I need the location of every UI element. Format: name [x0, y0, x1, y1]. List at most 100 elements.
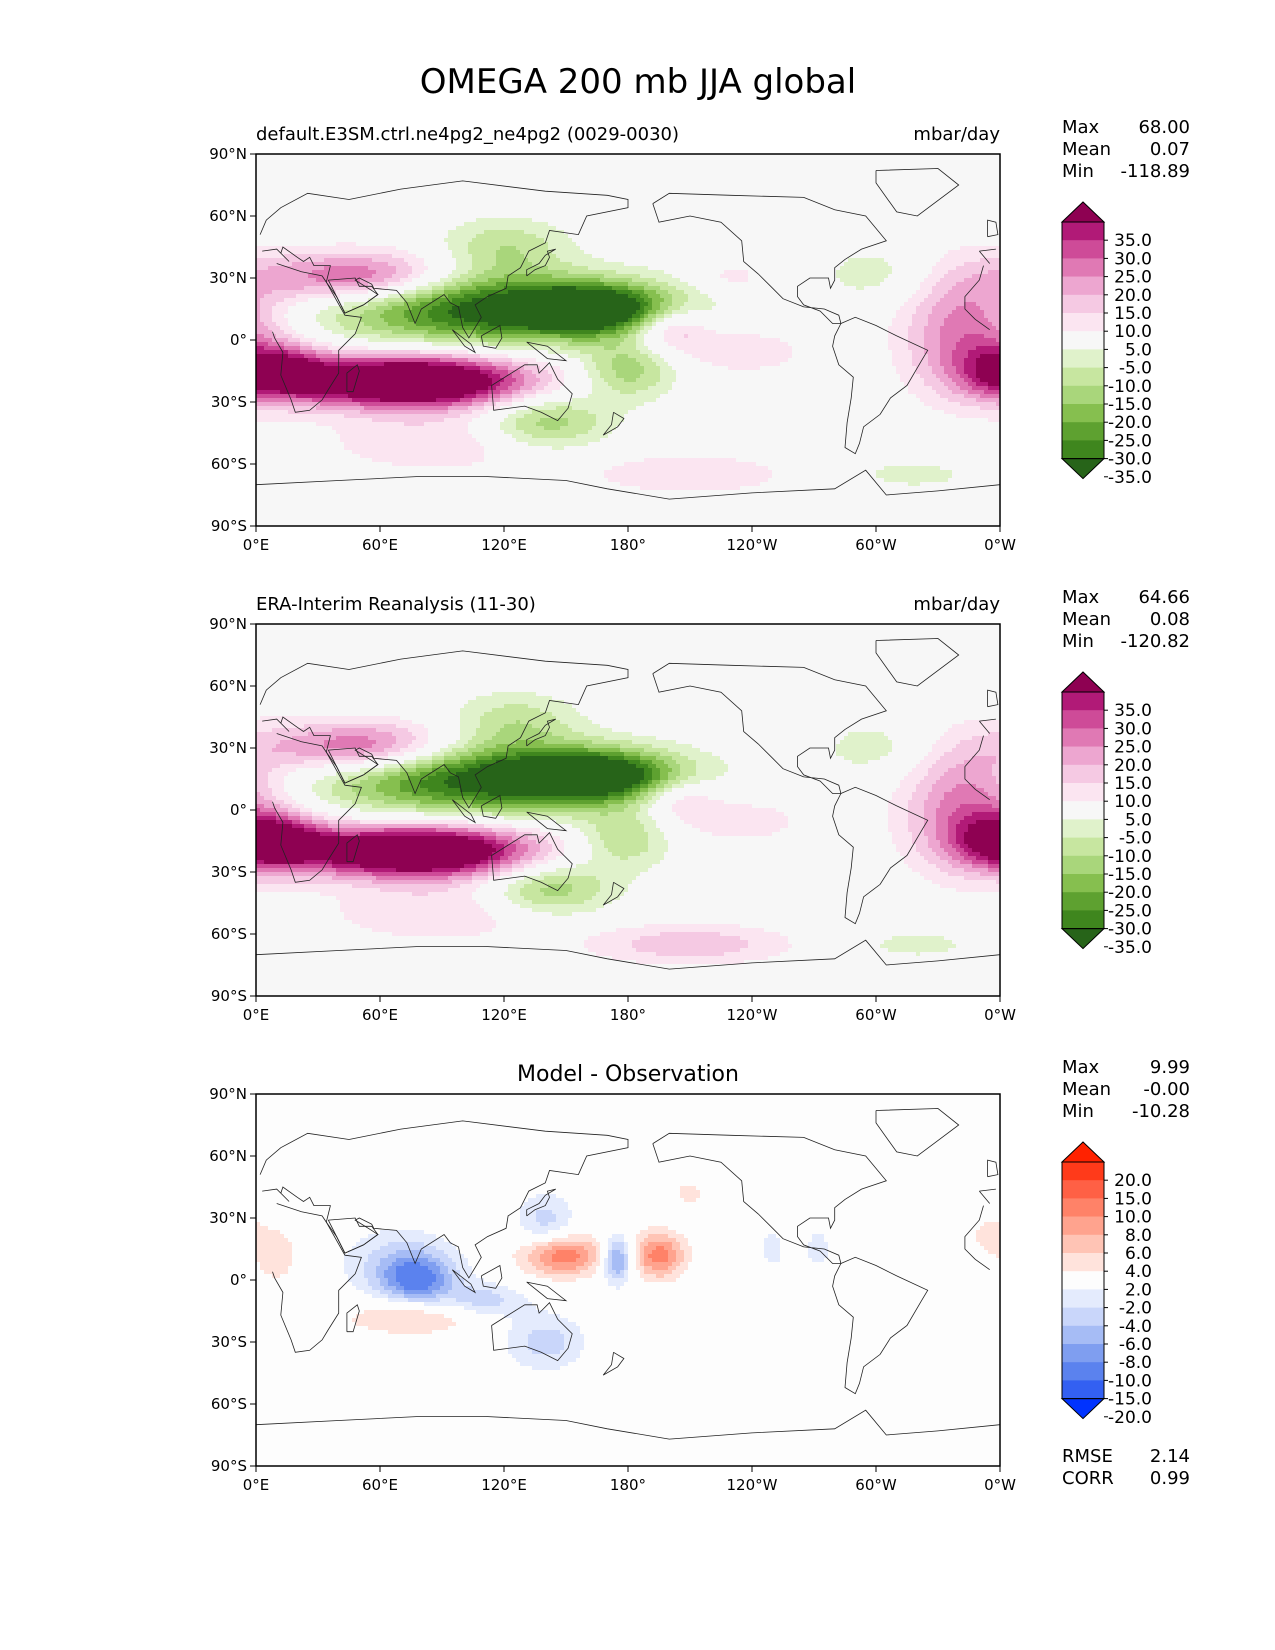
- contour-cell: [920, 302, 937, 307]
- contour-cell: [312, 270, 377, 275]
- contour-cell: [676, 760, 697, 765]
- contour-cell: [560, 258, 605, 263]
- contour-cell: [928, 362, 941, 367]
- contour-cell: [524, 398, 573, 403]
- contour-cell: [948, 816, 965, 821]
- contour-cell: [612, 1274, 625, 1279]
- contour-cell: [396, 724, 425, 729]
- contour-cell: [436, 1246, 457, 1251]
- contour-cell: [256, 1134, 1000, 1139]
- contour-cell: [420, 780, 445, 785]
- contour-cell: [956, 824, 969, 829]
- contour-cell: [424, 258, 457, 263]
- contour-cell: [512, 836, 529, 841]
- contour-cell: [256, 374, 489, 379]
- contour-cell: [536, 852, 549, 857]
- contour-cell: [356, 1322, 457, 1327]
- contour-cell: [256, 764, 281, 769]
- contour-cell: [520, 892, 545, 897]
- contour-cell: [256, 350, 289, 355]
- contour-cell: [840, 266, 893, 271]
- contour-cell: [884, 258, 941, 263]
- contour-cell: [896, 844, 917, 849]
- contour-cell: [976, 856, 989, 861]
- contour-cell: [256, 206, 1000, 211]
- contour-cell: [608, 382, 657, 387]
- contour-cell: [608, 1238, 625, 1243]
- contour-cell: [256, 1350, 509, 1355]
- contour-cell: [684, 1250, 693, 1255]
- contour-cell: [432, 290, 445, 295]
- contour-cell: [656, 756, 673, 761]
- contour-cell: [428, 1258, 441, 1263]
- contour-cell: [604, 840, 649, 845]
- contour-cell: [916, 290, 933, 295]
- colorbar-tick-label: -25.0: [1108, 431, 1152, 451]
- contour-cell: [880, 282, 921, 287]
- contour-cell: [384, 310, 405, 315]
- contour-cell: [588, 936, 641, 941]
- contour-cell: [464, 744, 477, 749]
- figure-title: OMEGA 200 mb JJA global: [420, 62, 856, 102]
- contour-cell: [640, 274, 673, 279]
- contour-cell: [424, 812, 493, 817]
- contour-cell: [956, 848, 965, 853]
- contour-cell: [256, 932, 393, 937]
- contour-cell: [672, 768, 681, 773]
- contour-cell: [592, 852, 613, 857]
- contour-cell: [640, 294, 649, 299]
- contour-cell: [508, 1330, 533, 1335]
- contour-cell: [636, 1254, 641, 1259]
- contour-cell: [272, 318, 289, 323]
- contour-cell: [956, 282, 1000, 287]
- contour-cell: [448, 1254, 465, 1259]
- contour-cell: [688, 1266, 1000, 1271]
- panel-left-title: ERA-Interim Reanalysis (11-30): [256, 594, 536, 615]
- stat-value: -120.82: [1121, 631, 1190, 652]
- contour-cell: [976, 820, 1000, 825]
- lon-tick-label: 60°E: [362, 536, 398, 554]
- contour-cell: [496, 920, 1000, 925]
- contour-cell: [256, 984, 1000, 989]
- contour-cell: [256, 920, 353, 925]
- contour-cell: [600, 278, 633, 283]
- contour-cell: [444, 290, 461, 295]
- contour-cell: [992, 322, 1000, 327]
- contour-cell: [568, 234, 1000, 239]
- contour-cell: [576, 708, 1000, 713]
- contour-cell: [928, 354, 941, 359]
- contour-cell: [912, 832, 925, 837]
- contour-cell: [380, 1258, 397, 1263]
- contour-cell: [500, 876, 525, 881]
- contour-cell: [660, 752, 681, 757]
- contour-cell: [396, 1258, 429, 1263]
- contour-cell: [884, 478, 949, 483]
- contour-cell: [256, 1366, 533, 1371]
- contour-cell: [420, 784, 449, 789]
- contour-cell: [500, 864, 513, 869]
- contour-cell: [928, 274, 945, 279]
- contour-cell: [512, 402, 545, 407]
- contour-cell: [792, 944, 881, 949]
- contour-cell: [964, 836, 1000, 841]
- contour-cell: [448, 274, 461, 279]
- contour-cell: [588, 410, 629, 415]
- contour-cell: [372, 744, 393, 749]
- contour-cell: [940, 804, 961, 809]
- contour-cell: [948, 948, 1000, 953]
- contour-cell: [940, 330, 1000, 335]
- contour-cell: [272, 792, 289, 797]
- contour-cell: [640, 302, 649, 307]
- contour-cell: [488, 342, 569, 347]
- contour-cell: [892, 266, 933, 271]
- contour-cell: [628, 1254, 637, 1259]
- contour-cell: [788, 816, 889, 821]
- colorbar-tick-label: 35.0: [1114, 231, 1152, 251]
- contour-cell: [536, 692, 1000, 697]
- contour-cell: [256, 692, 493, 697]
- contour-cell: [256, 1302, 425, 1307]
- contour-cell: [484, 748, 509, 753]
- contour-cell: [680, 768, 697, 773]
- contour-cell: [456, 282, 473, 287]
- contour-cell: [516, 438, 601, 443]
